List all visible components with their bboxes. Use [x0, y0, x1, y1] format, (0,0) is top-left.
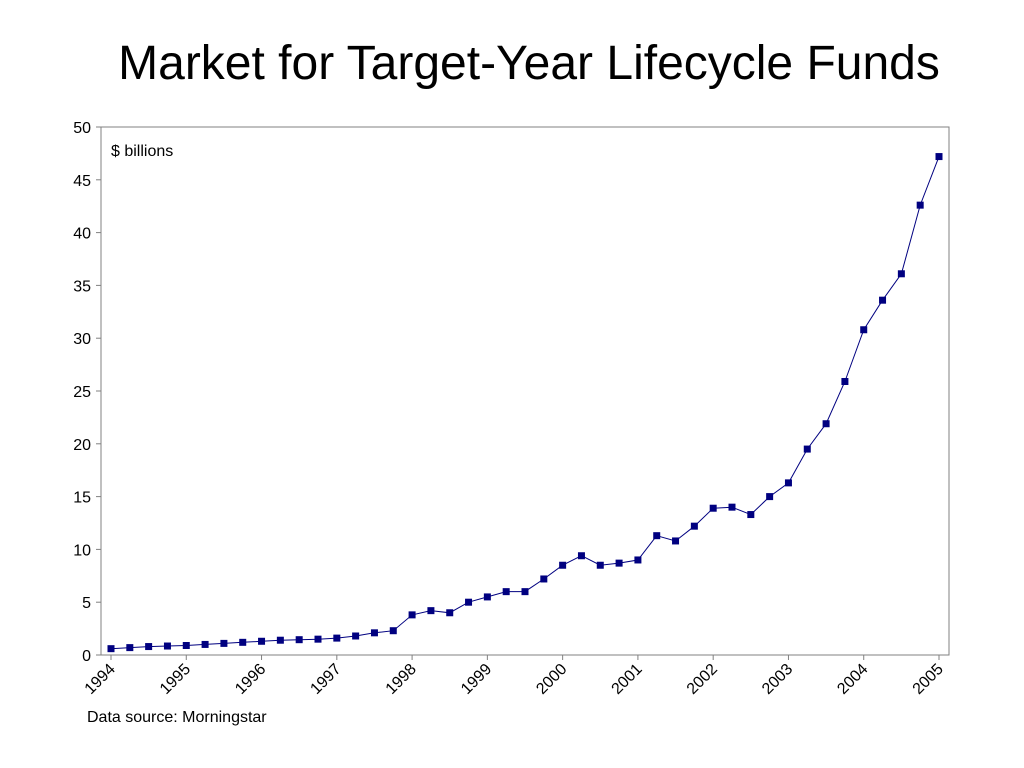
- x-tick-label: 2000: [533, 661, 570, 698]
- y-tick-label: 25: [73, 384, 91, 401]
- data-point: [540, 575, 548, 583]
- y-tick-label: 10: [73, 542, 91, 559]
- series-billions: [107, 153, 943, 653]
- data-point: [803, 445, 811, 453]
- data-point: [126, 644, 134, 652]
- data-point: [370, 629, 378, 637]
- x-tick-label: 2005: [910, 661, 947, 698]
- data-point: [709, 504, 717, 512]
- page-title: Market for Target-Year Lifecycle Funds: [118, 37, 940, 90]
- y-tick-label: 40: [73, 226, 91, 243]
- data-point: [276, 636, 284, 644]
- data-point: [897, 270, 905, 278]
- x-tick-label: 2001: [609, 661, 646, 698]
- y-tick-label: 15: [73, 490, 91, 507]
- data-point: [107, 645, 115, 653]
- data-point: [483, 593, 491, 601]
- data-point: [145, 643, 153, 651]
- x-tick-label: 1996: [232, 661, 269, 698]
- x-tick-label: 1995: [157, 661, 194, 698]
- data-point: [577, 552, 585, 560]
- data-point: [784, 479, 792, 487]
- data-point: [596, 561, 604, 569]
- data-point: [446, 609, 454, 617]
- data-point: [841, 377, 849, 385]
- data-point: [201, 640, 209, 648]
- y-axis: 0 5 10 15 20 25 30 35 40 45 50: [73, 120, 101, 665]
- data-point: [427, 607, 435, 615]
- data-point: [860, 326, 868, 334]
- x-tick-label: 1999: [458, 661, 495, 698]
- data-point: [163, 642, 171, 650]
- data-point: [333, 634, 341, 642]
- x-tick-label: 1998: [383, 661, 420, 698]
- y-tick-label: 5: [82, 595, 91, 612]
- data-point: [615, 559, 623, 567]
- y-tick-label: 45: [73, 173, 91, 190]
- x-axis: 1994 1995 1996 1997 1998 1999 2000 2001 2002 2003…: [82, 655, 947, 698]
- y-tick-label: 30: [73, 331, 91, 348]
- y-tick-label: 35: [73, 278, 91, 295]
- data-source-note: Data source: Morningstar: [87, 709, 267, 726]
- series-line: [110, 156, 940, 650]
- data-point: [182, 641, 190, 649]
- data-point: [653, 532, 661, 540]
- x-tick-label: 1994: [82, 661, 119, 698]
- data-point: [314, 635, 322, 643]
- data-point: [220, 639, 228, 647]
- data-point: [916, 201, 924, 209]
- data-point: [465, 598, 473, 606]
- data-point: [521, 588, 529, 596]
- data-point: [879, 296, 887, 304]
- data-point: [295, 636, 303, 644]
- data-point: [672, 537, 680, 545]
- data-point: [634, 556, 642, 564]
- data-point: [728, 503, 736, 511]
- x-tick-label: 1997: [307, 661, 344, 698]
- data-point: [747, 511, 755, 519]
- plot-area-frame: [100, 126, 950, 656]
- x-tick-label: 2003: [759, 661, 796, 698]
- data-point: [258, 637, 266, 645]
- data-point: [408, 611, 416, 619]
- y-unit-label: $ billions: [111, 143, 173, 160]
- data-point: [559, 561, 567, 569]
- y-tick-label: 50: [73, 120, 91, 137]
- y-tick-label: 0: [82, 648, 91, 665]
- data-point: [766, 493, 774, 501]
- data-point: [389, 627, 397, 635]
- x-tick-label: 2002: [684, 661, 721, 698]
- data-point: [502, 588, 510, 596]
- data-point: [239, 638, 247, 646]
- data-point: [690, 522, 698, 530]
- y-tick-label: 20: [73, 437, 91, 454]
- data-point: [822, 420, 830, 428]
- data-point: [352, 632, 360, 640]
- data-point: [935, 153, 943, 161]
- x-tick-label: 2004: [834, 661, 871, 698]
